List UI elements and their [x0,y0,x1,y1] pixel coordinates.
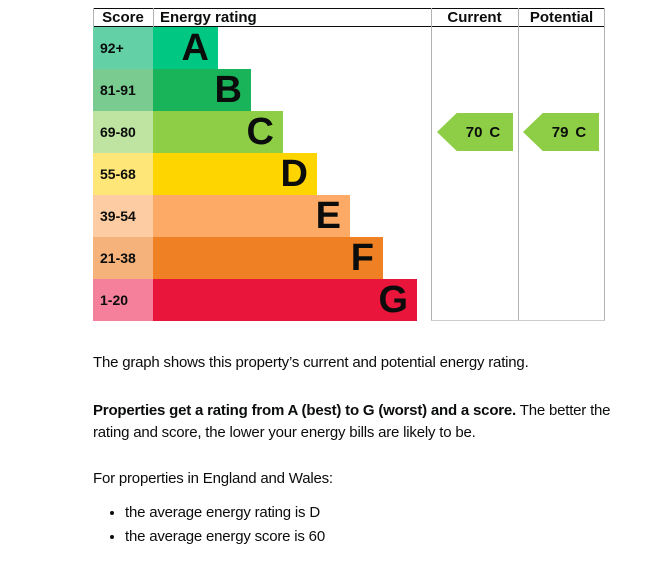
rating-description-rest: The better the rating and score, the low… [93,402,611,441]
band-score-range: 92+ [93,27,153,69]
score-rating-divider [153,8,154,27]
current-potential-divider [518,8,519,321]
current-rating-score: 70 [465,123,483,141]
potential-rating-score: 79 [551,123,569,141]
band-row-b: 81-91 B [93,69,605,111]
band-row-g: 1-20 G [93,279,605,321]
intro-text: The graph shows this property’s current … [93,354,529,371]
band-score-range: 55-68 [93,153,153,195]
potential-column-header: Potential [529,9,594,26]
band-letter: D [280,153,308,195]
band-bar-g: G [153,279,417,321]
band-bar-c: C [153,111,283,153]
rating-description: Properties get a rating from A (best) to… [93,400,641,444]
columns-bottom-border [431,320,605,321]
chart-header-row: Score Energy rating Current Potential [93,9,605,26]
band-bar-d: D [153,153,317,195]
potential-column-right-border [604,8,605,321]
band-bar-e: E [153,195,350,237]
averages-list: the average energy rating is Dthe averag… [93,502,641,548]
band-letter: A [181,27,209,69]
potential-rating-band: C [575,123,587,141]
band-score-range: 21-38 [93,237,153,279]
band-letter: B [214,69,242,111]
score-column-header: Score [102,9,144,26]
band-bar-f: F [153,237,383,279]
band-letter: G [378,279,408,321]
band-bar-b: B [153,69,251,111]
chart-top-border [93,8,605,9]
rating-description-bold: Properties get a rating from A (best) to… [93,402,517,419]
band-letter: E [315,195,341,237]
energy-rating-chart: Score Energy rating Current Potential 92… [93,8,605,321]
average-stat-item: the average energy rating is D [125,502,641,524]
current-rating-band: C [489,123,501,141]
band-letter: C [246,111,274,153]
band-score-range: 81-91 [93,69,153,111]
band-row-c: 69-80 C [93,111,605,153]
current-column-left-border [431,8,432,321]
header-left-border [93,8,94,27]
band-bar-a: A [153,27,218,69]
band-row-d: 55-68 D [93,153,605,195]
band-score-range: 69-80 [93,111,153,153]
current-column-header: Current [447,9,502,26]
band-rows: 92+ A 81-91 B 69-80 C 55-68 D 39-54 E 21-38 F 1-20 G [93,27,605,321]
average-stat-item: the average energy score is 60 [125,526,641,548]
band-row-f: 21-38 F [93,237,605,279]
band-row-e: 39-54 E [93,195,605,237]
band-letter: F [350,237,374,279]
band-score-range: 39-54 [93,195,153,237]
band-row-a: 92+ A [93,27,605,69]
region-heading: For properties in England and Wales: [93,470,333,487]
band-score-range: 1-20 [93,279,153,321]
chart-header-underline [93,26,605,27]
description-section: The graph shows this property’s current … [93,352,641,550]
energy-rating-column-header: Energy rating [160,9,257,26]
